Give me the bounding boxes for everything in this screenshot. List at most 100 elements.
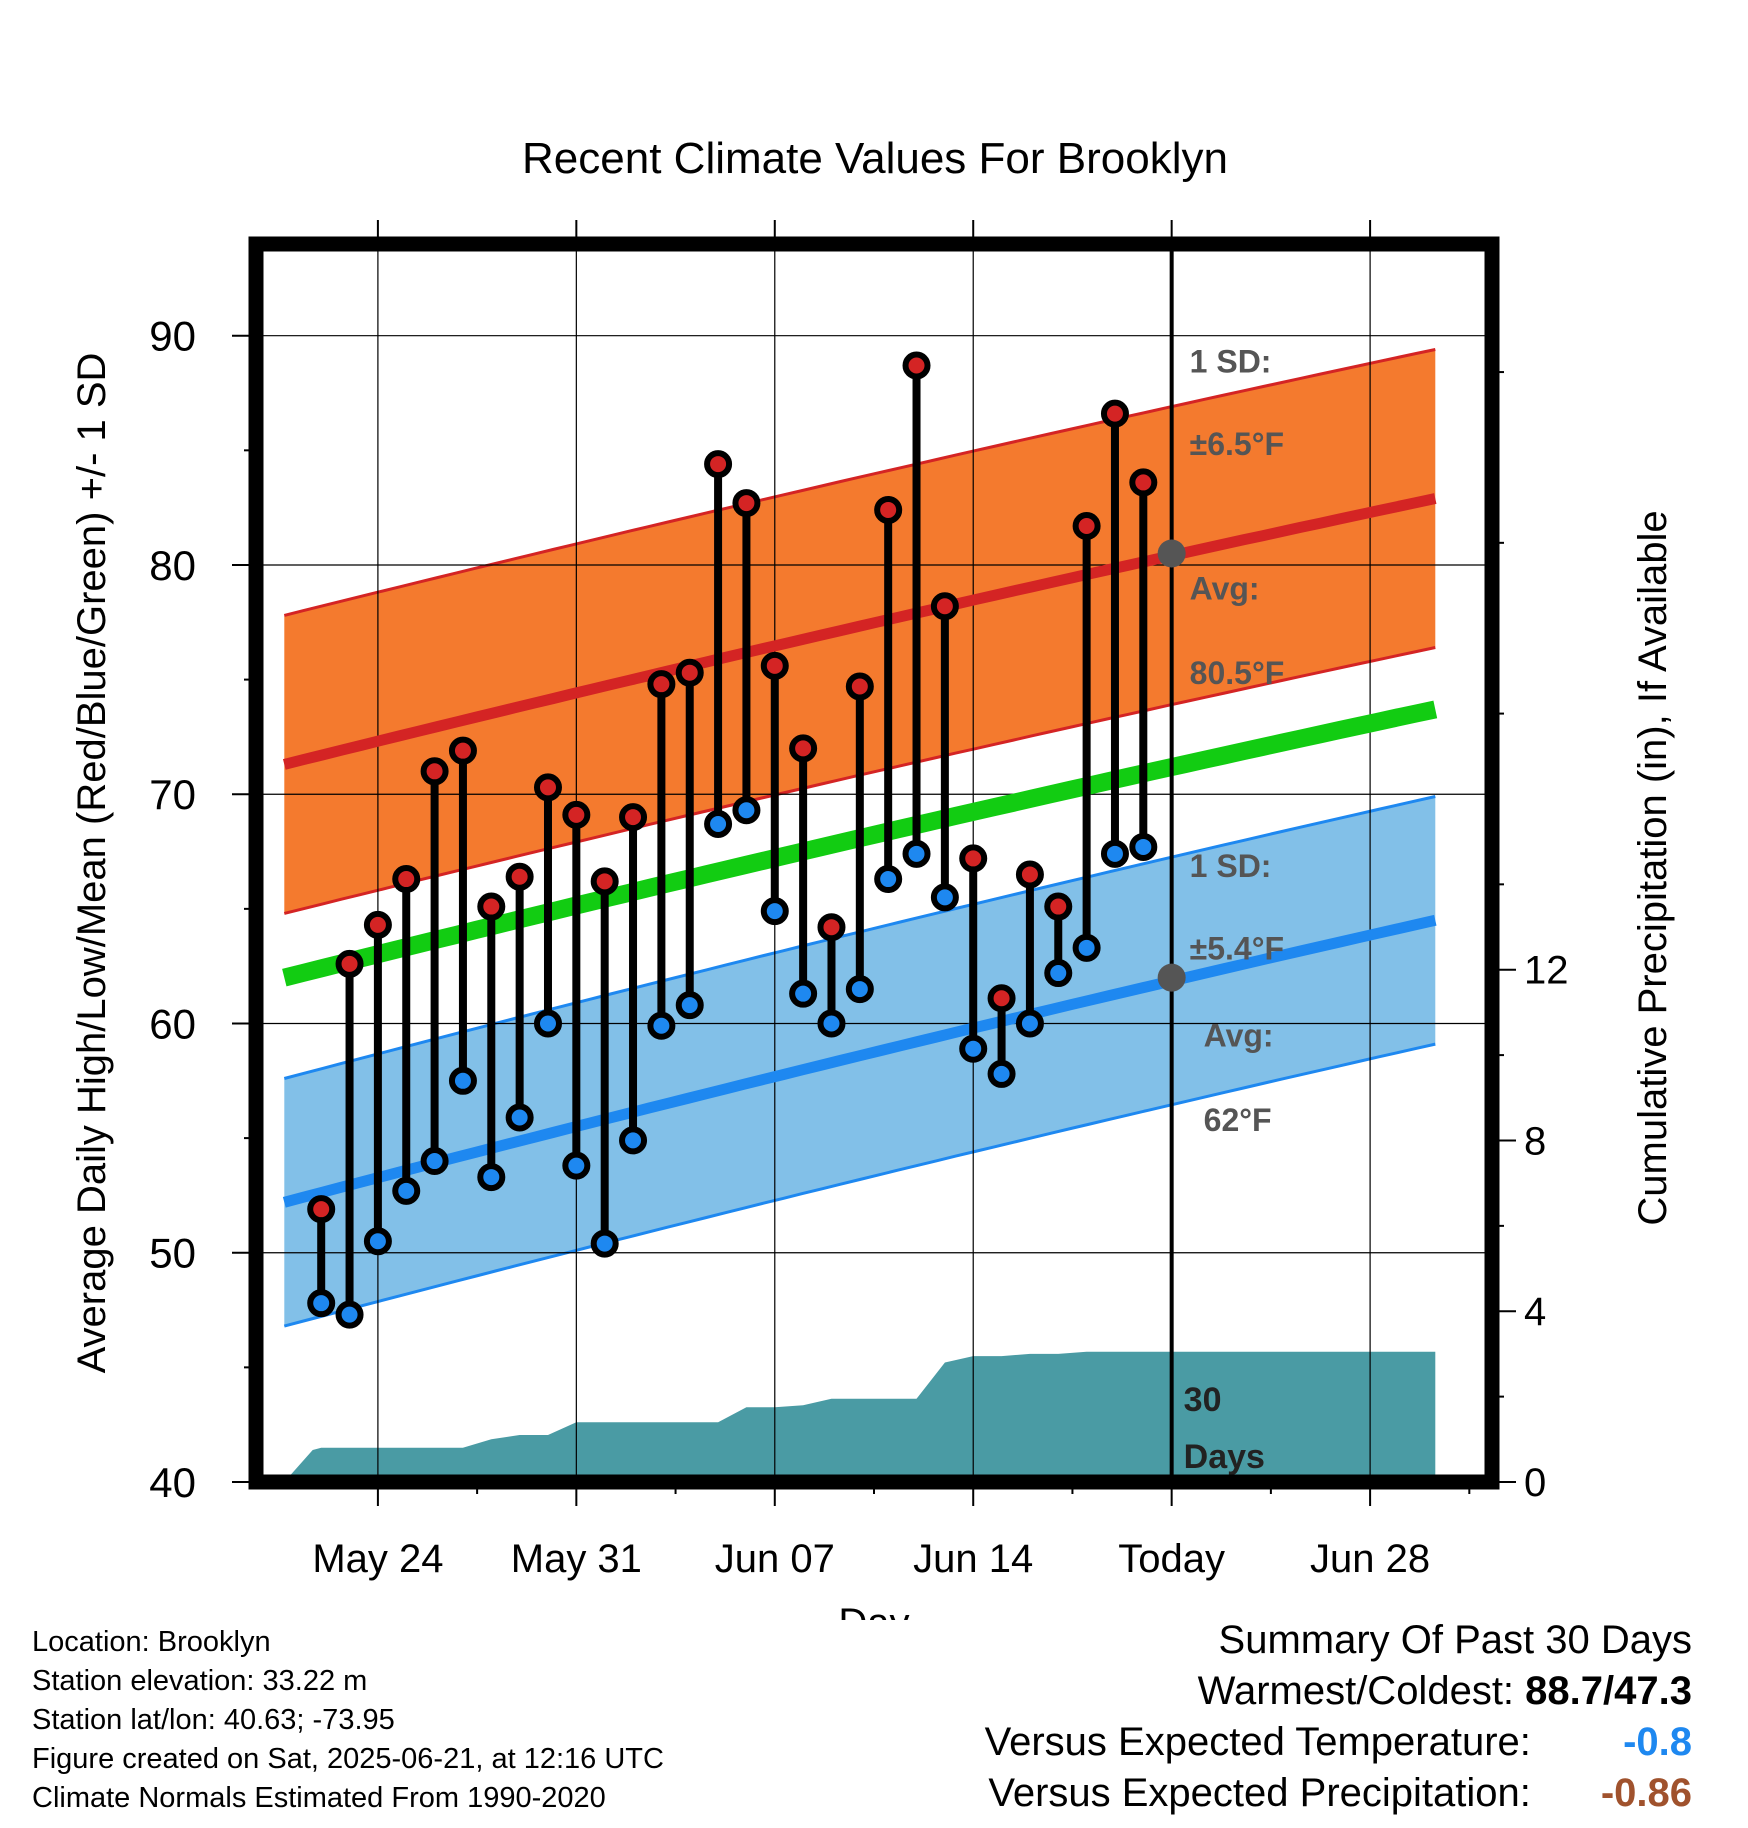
climate-chart: Recent Climate Values For Brooklyn 1 SD:…: [70, 134, 1675, 1620]
daily-high-point: [1015, 860, 1044, 889]
days-label-number: 30: [1184, 1381, 1222, 1419]
daily-high-point: [533, 773, 562, 802]
x-axis-label: Day: [838, 1601, 909, 1620]
axes: 40 50 60 70 80 90 0 4 8 12 May 24 May 31 Jun 07 Jun 1…: [70, 220, 1675, 1620]
daily-low-point: [959, 1034, 988, 1063]
daily-high-point: [874, 495, 903, 524]
daily-high-point: [363, 910, 392, 939]
daily-low-point: [1044, 959, 1073, 988]
daily-low-point: [817, 1009, 846, 1038]
daily-high-point: [959, 844, 988, 873]
cumulative-precip-area: [284, 1351, 1436, 1482]
high-band-upper-edge: [283, 348, 1436, 617]
precip-value: -0.86: [1600, 1771, 1692, 1815]
summary-warmest-row: Warmest/Coldest: 88.7/47.3: [985, 1666, 1692, 1717]
daily-high-point: [789, 734, 818, 763]
y-tick-label: 40: [149, 1459, 196, 1506]
temp-value: -0.8: [1623, 1720, 1692, 1764]
station-info: Location: Brooklyn Station elevation: 33…: [32, 1623, 664, 1818]
daily-low-point: [505, 1103, 534, 1132]
daily-low-point: [448, 1066, 477, 1095]
low-normal-line: [282, 914, 1437, 1208]
daily-low-point: [789, 979, 818, 1008]
low-avg-label: Avg:: [1204, 1017, 1274, 1053]
daily-low-point: [590, 1229, 619, 1258]
daily-high-point: [619, 803, 648, 832]
x-tick-label: Jun 14: [913, 1537, 1033, 1581]
high-normal-line: [282, 493, 1437, 770]
daily-high-point: [562, 800, 591, 829]
daily-low-point: [704, 810, 733, 839]
low-sd-label: 1 SD:: [1190, 848, 1272, 884]
daily-low-point: [760, 897, 789, 926]
daily-low-point: [335, 1300, 364, 1329]
summary-panel: Summary Of Past 30 Days Warmest/Coldest:…: [985, 1615, 1692, 1819]
daily-high-point: [760, 651, 789, 680]
daily-high-point: [335, 949, 364, 978]
daily-high-point: [647, 670, 676, 699]
daily-low-point: [562, 1151, 591, 1180]
x-tick-label: Jun 07: [715, 1537, 835, 1581]
x-tick-label: May 24: [312, 1537, 443, 1581]
daily-low-point: [845, 975, 874, 1004]
elevation-text: Station elevation: 33.22 m: [32, 1665, 368, 1697]
daily-high-point: [307, 1195, 336, 1224]
temp-label: Versus Expected Temperature:: [984, 1720, 1531, 1764]
daily-low-point: [675, 991, 704, 1020]
daily-low-point: [902, 839, 931, 868]
y-tick-label: 50: [149, 1230, 196, 1277]
high-avg-label: Avg:: [1190, 570, 1260, 606]
daily-high-point: [704, 450, 733, 479]
normals-text: Climate Normals Estimated From 1990-2020: [32, 1782, 606, 1814]
chart-title: Recent Climate Values For Brooklyn: [522, 134, 1228, 183]
y2-tick-label: 0: [1524, 1461, 1546, 1505]
daily-high-point: [902, 351, 931, 380]
high-avg-marker: [1157, 539, 1186, 568]
daily-low-point: [732, 796, 761, 825]
summary-temp-row: Versus Expected Temperature: -0.8: [985, 1717, 1692, 1768]
daily-low-point: [1100, 839, 1129, 868]
daily-high-point: [1072, 511, 1101, 540]
daily-high-point: [930, 592, 959, 621]
low-band-lower-edge: [283, 1042, 1436, 1328]
y-tick-label: 60: [149, 1000, 196, 1047]
created-text: Figure created on Sat, 2025-06-21, at 12…: [32, 1743, 664, 1775]
warmest-value: 88.7/47.3: [1525, 1669, 1692, 1713]
days-label-word: Days: [1184, 1438, 1265, 1476]
high-avg-value: 80.5°F: [1190, 655, 1285, 691]
daily-high-point: [505, 862, 534, 891]
daily-high-point: [392, 865, 421, 894]
y-axis-label: Average Daily High/Low/Mean (Red/Blue/Gr…: [70, 353, 114, 1374]
daily-low-point: [1015, 1009, 1044, 1038]
summary-title: Summary Of Past 30 Days: [1218, 1618, 1692, 1662]
y2-tick-label: 12: [1524, 949, 1569, 993]
latlon-text: Station lat/lon: 40.63; -73.95: [32, 1704, 395, 1736]
low-avg-value: 62°F: [1204, 1102, 1272, 1138]
x-tick-label: Jun 28: [1310, 1537, 1430, 1581]
daily-low-point: [533, 1009, 562, 1038]
daily-high-point: [1129, 468, 1158, 497]
daily-high-point: [590, 867, 619, 896]
daily-high-point: [817, 913, 846, 942]
daily-low-point: [392, 1176, 421, 1205]
daily-low-point: [1072, 933, 1101, 962]
daily-low-point: [363, 1227, 392, 1256]
location-text: Location: Brooklyn: [32, 1626, 271, 1658]
daily-high-point: [420, 757, 449, 786]
daily-high-point: [1100, 399, 1129, 428]
x-tick-label: Today: [1118, 1537, 1225, 1581]
daily-high-point: [675, 658, 704, 687]
daily-observations: [307, 351, 1158, 1329]
annotations: 1 SD: ±6.5°F Avg: 80.5°F 1 SD: ±5.4°F Avg: 62°F…: [1157, 343, 1285, 1476]
y-tick-label: 70: [149, 771, 196, 818]
daily-high-point: [477, 892, 506, 921]
daily-high-point: [732, 489, 761, 518]
daily-low-point: [1129, 832, 1158, 861]
daily-high-point: [1044, 892, 1073, 921]
daily-high-point: [448, 736, 477, 765]
daily-low-point: [477, 1163, 506, 1192]
warmest-label: Warmest/Coldest:: [1197, 1669, 1515, 1713]
daily-low-point: [930, 883, 959, 912]
daily-low-point: [619, 1126, 648, 1155]
high-sd-label: 1 SD:: [1190, 343, 1272, 379]
